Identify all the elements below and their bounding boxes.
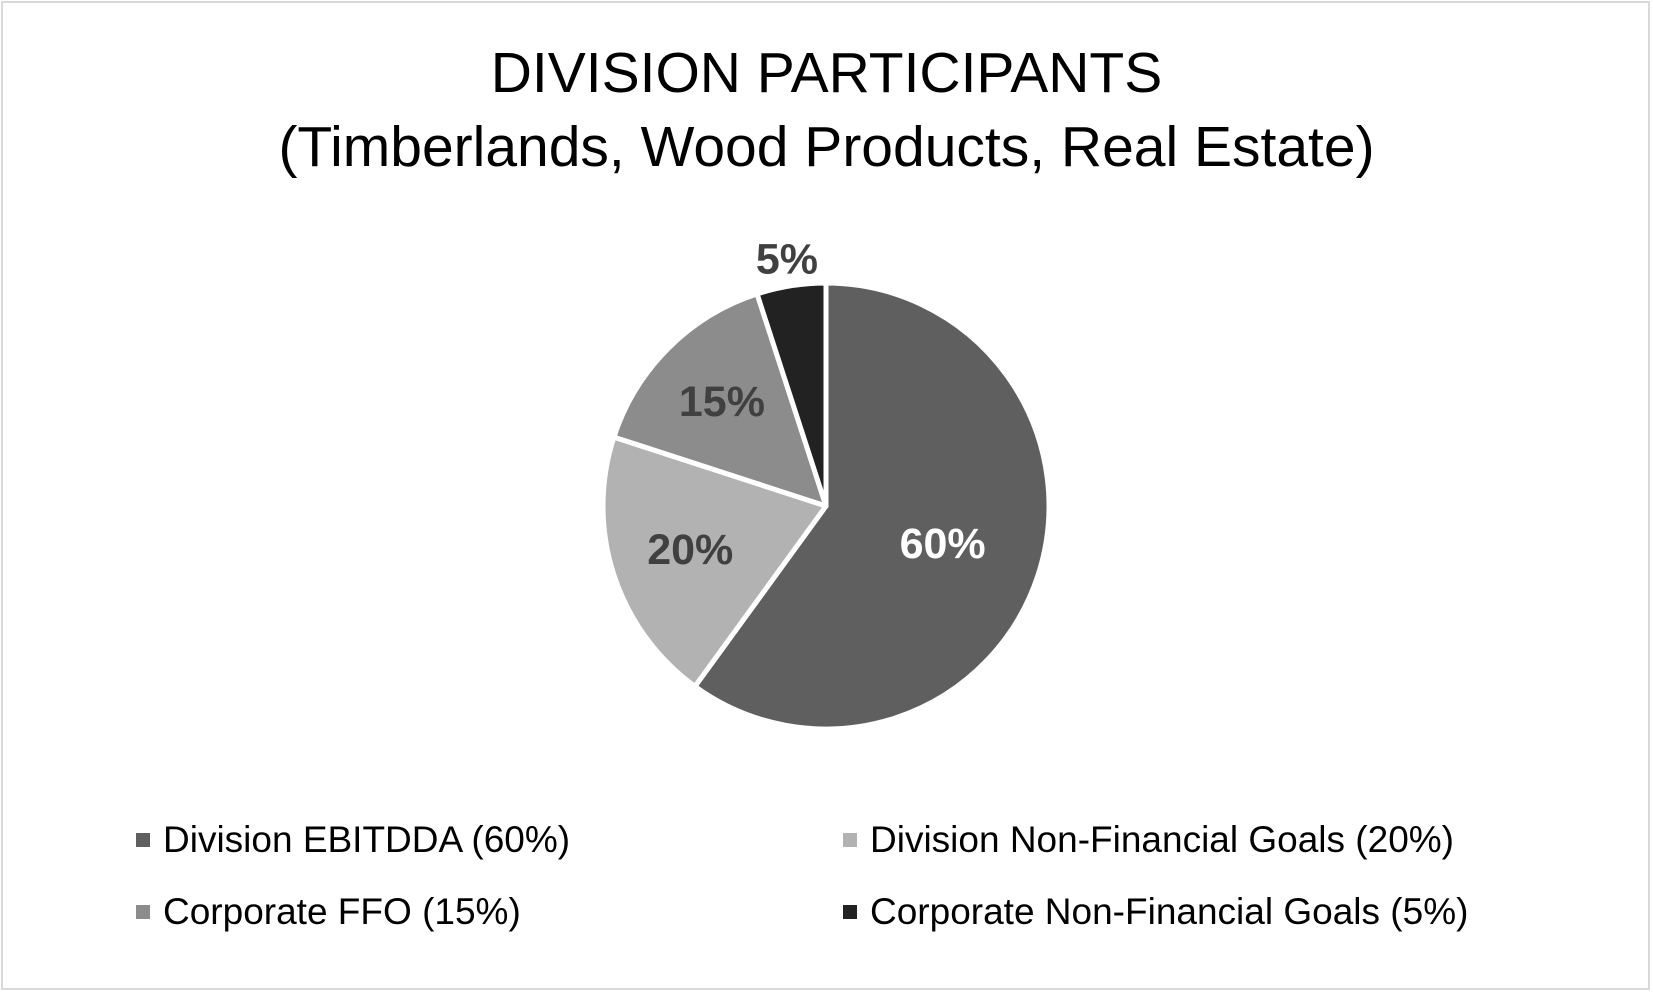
legend-swatch — [136, 833, 150, 847]
legend-label: Corporate FFO (15%) — [163, 891, 521, 932]
pie-slice-5-percent — [754, 280, 829, 509]
legend-item-division-ebitdda: Division EBITDDA (60%) — [136, 818, 570, 862]
legend-label: Corporate Non-Financial Goals (5%) — [870, 891, 1469, 932]
slice-data-label: 60% — [900, 520, 986, 568]
slice-data-label: 15% — [679, 378, 765, 426]
slice-data-label: 5% — [756, 235, 818, 283]
legend-swatch — [843, 833, 857, 847]
legend-swatch — [136, 905, 150, 919]
pie-slice-20-percent — [600, 434, 829, 689]
legend-item-corporate-ffo: Corporate FFO (15%) — [136, 890, 521, 934]
legend-swatch — [843, 905, 857, 919]
pie-data-labels: 60% 20% 15% 5% — [647, 235, 985, 574]
legend-label: Division Non-Financial Goals (20%) — [870, 819, 1454, 860]
legend-item-division-non-financial-goals: Division Non-Financial Goals (20%) — [843, 818, 1454, 862]
legend-item-corporate-non-financial-goals: Corporate Non-Financial Goals (5%) — [843, 890, 1468, 934]
pie-slice-60-percent — [692, 280, 1052, 732]
pie-slices — [600, 280, 1052, 732]
legend-label: Division EBITDDA (60%) — [163, 819, 571, 860]
slice-data-label: 20% — [647, 526, 733, 574]
chart-title-line-1: DIVISION PARTICIPANTS — [490, 41, 1163, 105]
chart-title-line-2: (Timberlands, Wood Products, Real Estate… — [278, 115, 1375, 179]
